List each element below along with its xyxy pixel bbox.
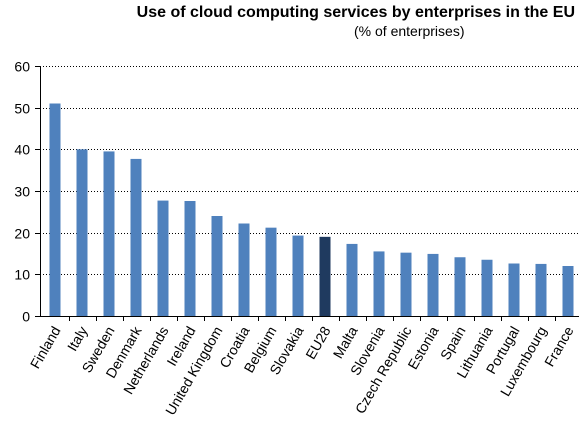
bar-italy — [76, 149, 88, 316]
bars — [49, 103, 574, 316]
bar-malta — [346, 243, 358, 316]
bar-czech-republic — [400, 252, 412, 316]
x-tick-label: EU28 — [302, 323, 333, 362]
chart-title: Use of cloud computing services by enter… — [136, 4, 575, 21]
bar-united-kingdom — [211, 216, 223, 316]
gridlines — [40, 66, 579, 275]
bar-croatia — [238, 223, 250, 316]
bar-estonia — [427, 253, 439, 316]
y-tick-label: 50 — [14, 101, 30, 117]
x-tick-label: Finland — [27, 324, 64, 372]
bar-finland — [49, 103, 61, 316]
y-tick-labels: 0 10 20 30 40 50 60 — [14, 59, 30, 325]
bar-eu28 — [319, 236, 331, 316]
bar-luxembourg — [535, 263, 547, 316]
bar-netherlands — [157, 200, 169, 316]
y-tick-label: 40 — [14, 142, 30, 158]
bar-slovakia — [292, 235, 304, 316]
y-tick-label: 20 — [14, 226, 30, 242]
bar-lithuania — [481, 259, 493, 316]
bar-denmark — [130, 158, 142, 316]
y-tick-label: 60 — [14, 59, 30, 75]
x-tick-label: Italy — [64, 324, 91, 354]
bar-spain — [454, 257, 466, 316]
bar-france — [562, 266, 574, 316]
y-tick-label: 0 — [22, 309, 30, 325]
y-tick-label: 30 — [14, 184, 30, 200]
x-tick-labels: Finland ItalySwedenDenmarkNetherlandsIrel… — [27, 323, 577, 418]
bar-belgium — [265, 227, 277, 316]
bar-slovenia — [373, 251, 385, 316]
y-tick-label: 10 — [14, 267, 30, 283]
bar-portugal — [508, 263, 520, 316]
axes — [35, 66, 579, 321]
chart-subtitle: (% of enterprises) — [354, 23, 465, 39]
bar-sweden — [103, 151, 115, 316]
bar-ireland — [184, 201, 196, 316]
